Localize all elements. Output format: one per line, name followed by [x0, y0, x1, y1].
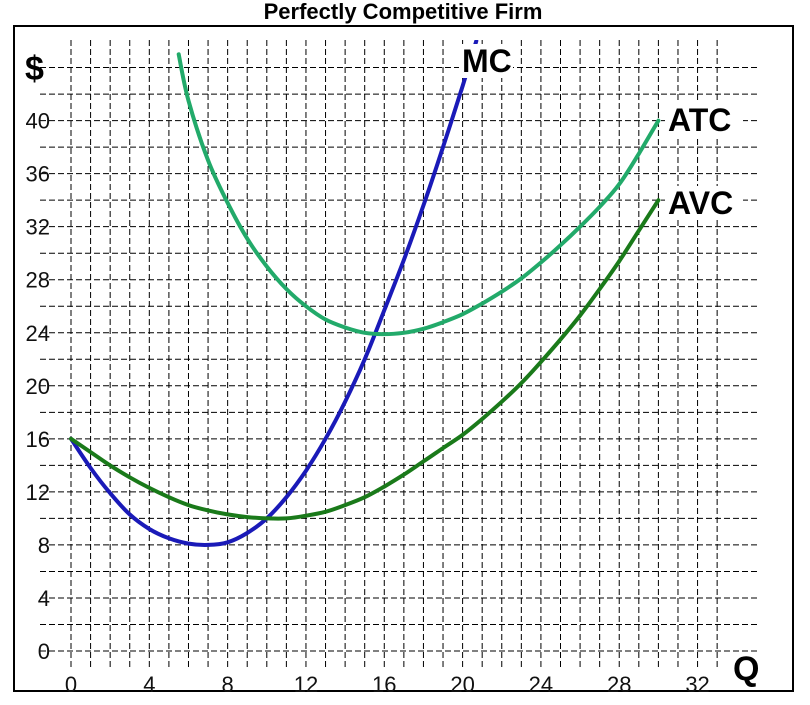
x-tick-label: 32	[685, 672, 709, 697]
x-tick-label: 0	[65, 672, 77, 697]
series-mc-line	[69, 40, 479, 547]
y-tick-label: 28	[26, 268, 50, 293]
curve-label-bg	[459, 44, 513, 78]
x-tick-label: 20	[450, 672, 474, 697]
x-tick-label: 28	[607, 672, 631, 697]
y-tick-label: 24	[26, 321, 50, 346]
x-tick-label: 24	[529, 672, 553, 697]
curve-labels: MC ATC AVC	[459, 43, 743, 221]
x-tick-label: 12	[294, 672, 318, 697]
series-avc-line	[69, 198, 661, 521]
y-tick-label: 20	[26, 374, 50, 399]
y-tick-label: 12	[26, 480, 50, 505]
x-tick-label: 16	[372, 672, 396, 697]
y-tick-label: 8	[38, 533, 50, 558]
series-atc-line	[176, 52, 661, 337]
x-tick-label: 4	[143, 672, 155, 697]
tick-labels: 0 4 8 12 16 20 24 28 32 36 40 0 4 8 12 16 20 24 28 32	[26, 109, 710, 697]
curves	[69, 40, 661, 547]
y-axis-label: $	[25, 50, 44, 88]
x-axis-label: Q	[733, 650, 759, 688]
y-tick-label: 36	[26, 162, 50, 187]
curve-label-bg	[665, 103, 743, 137]
y-tick-label: 32	[26, 215, 50, 240]
series-avc-label: AVC	[668, 185, 733, 221]
x-tick-label: 8	[222, 672, 234, 697]
series-atc-label: ATC	[668, 102, 731, 138]
grid	[40, 40, 760, 668]
curve-label-bg	[665, 186, 743, 220]
chart-title: Perfectly Competitive Firm	[264, 0, 543, 24]
y-tick-label: 16	[26, 427, 50, 452]
y-tick-label: 4	[38, 586, 50, 611]
y-tick-label: 0	[38, 639, 50, 664]
y-tick-label: 40	[26, 109, 50, 134]
series-mc-label: MC	[462, 43, 512, 79]
